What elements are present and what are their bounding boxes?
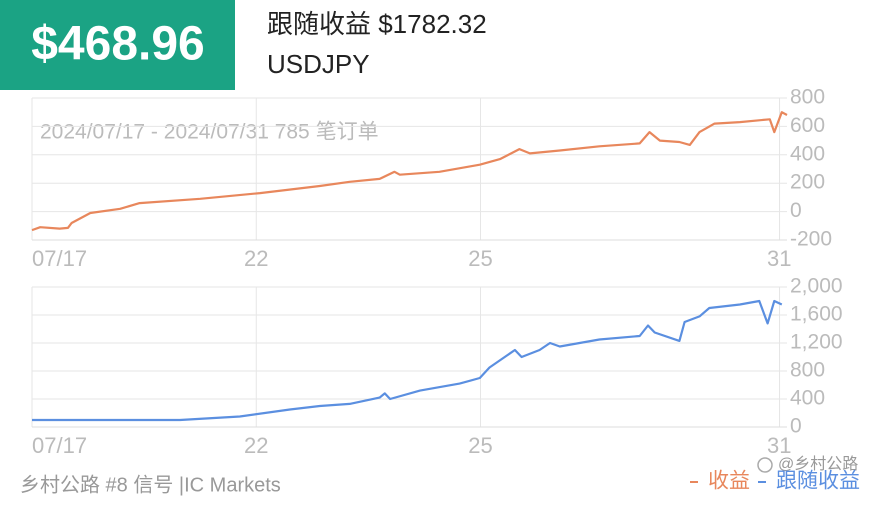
y-tick-label: 600 <box>790 114 825 137</box>
watermark: @乡村公路 <box>778 455 858 473</box>
x-tick-label: 22 <box>244 433 268 458</box>
y-tick-label: 1,600 <box>790 303 843 326</box>
y-tick-label: 800 <box>790 359 825 382</box>
badge: $468.96 <box>31 18 205 71</box>
y-tick-label: 800 <box>790 86 825 109</box>
symbol: USDJPY <box>267 49 370 79</box>
y-tick-label: 2,000 <box>790 275 843 298</box>
y-tick-label: 400 <box>790 142 825 165</box>
x-tick-label: 07/17 <box>32 433 87 458</box>
series-line <box>32 299 783 422</box>
y-tick-label: 200 <box>790 171 825 194</box>
badge-bg <box>0 0 235 90</box>
x-tick-label: 25 <box>468 433 492 458</box>
x-tick-label: 22 <box>244 246 268 271</box>
x-tick-label: 31 <box>767 433 791 458</box>
y-tick-label: -200 <box>790 228 832 251</box>
y-tick-label: 0 <box>790 415 802 438</box>
source: 乡村公路 #8 信号 |IC Markets <box>20 473 281 496</box>
y-tick-label: 400 <box>790 387 825 410</box>
y-tick-label: 1,200 <box>790 331 843 354</box>
title: 跟随收益 $1782.32 <box>267 9 487 39</box>
watermark-icon <box>757 457 773 473</box>
y-tick-label: 0 <box>790 199 802 222</box>
series-line <box>31 111 788 232</box>
x-tick-label: 31 <box>767 246 791 271</box>
legend-label: 收益 <box>708 470 750 493</box>
x-tick-label: 07/17 <box>32 246 87 271</box>
annotation: 2024/07/17 - 2024/07/31 785 笔订单 <box>40 121 379 144</box>
legend-label: 跟随收益 <box>776 470 860 493</box>
x-tick-label: 25 <box>468 246 492 271</box>
